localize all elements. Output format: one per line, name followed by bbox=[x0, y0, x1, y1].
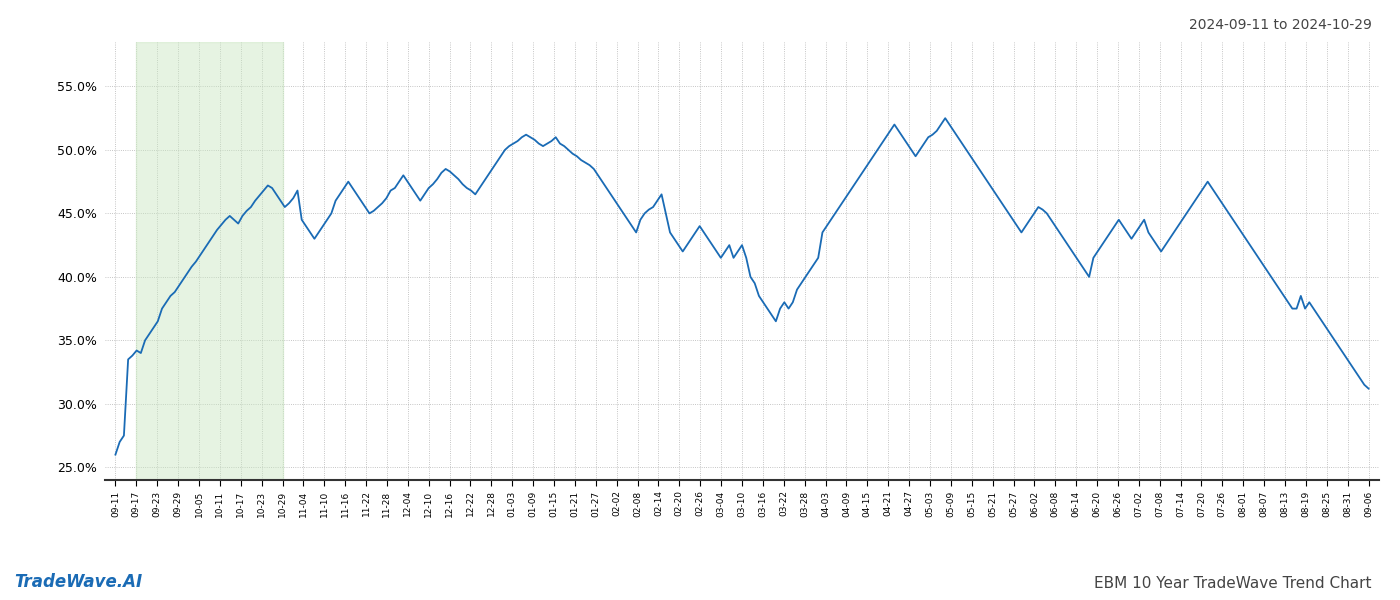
Text: EBM 10 Year TradeWave Trend Chart: EBM 10 Year TradeWave Trend Chart bbox=[1095, 576, 1372, 591]
Text: TradeWave.AI: TradeWave.AI bbox=[14, 573, 143, 591]
Bar bbox=[136, 42, 283, 480]
Text: 2024-09-11 to 2024-10-29: 2024-09-11 to 2024-10-29 bbox=[1189, 18, 1372, 32]
